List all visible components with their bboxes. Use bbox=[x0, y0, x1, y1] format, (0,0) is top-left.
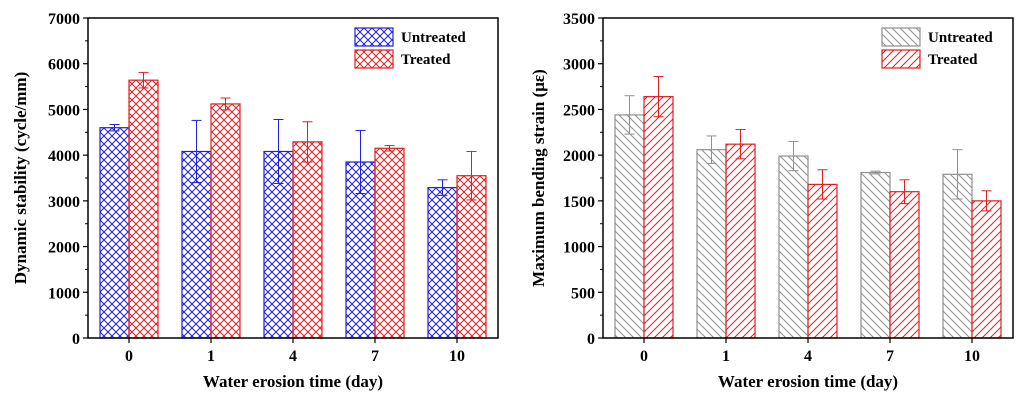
bar-untreated-1 bbox=[696, 149, 727, 339]
error-bar-untreated-4 bbox=[788, 140, 799, 172]
error-bar-untreated-4 bbox=[273, 118, 284, 184]
bar-untreated-4 bbox=[778, 155, 809, 339]
legend-swatch-treated bbox=[354, 49, 394, 69]
plot-frame bbox=[602, 17, 1014, 339]
x-tick-label: 1 bbox=[722, 348, 730, 365]
error-bar-untreated-7 bbox=[870, 170, 881, 175]
legend-swatch-untreated bbox=[354, 27, 394, 47]
bar-treated-4 bbox=[807, 183, 838, 339]
y-tick-label: 5000 bbox=[48, 102, 80, 119]
y-tick-label: 2000 bbox=[48, 240, 80, 257]
bar-treated-10 bbox=[971, 200, 1002, 339]
x-axis-title: Water erosion time (day) bbox=[718, 372, 898, 391]
error-bar-treated-4 bbox=[817, 169, 828, 200]
y-tick-label: 0 bbox=[587, 331, 595, 348]
legend: Untreated Treated bbox=[881, 27, 993, 69]
bar-treated-7 bbox=[374, 147, 405, 339]
bar-treated-0 bbox=[128, 79, 159, 339]
x-tick-label: 7 bbox=[886, 348, 894, 365]
legend-label-treated: Treated bbox=[401, 52, 451, 68]
legend-label-untreated: Untreated bbox=[928, 30, 993, 46]
x-tick-label: 4 bbox=[804, 348, 812, 365]
x-tick-label: 4 bbox=[289, 348, 297, 365]
error-bar-treated-1 bbox=[735, 129, 746, 160]
x-tick-label: 1 bbox=[207, 348, 215, 365]
y-tick-label: 1500 bbox=[563, 194, 595, 211]
error-bar-untreated-0 bbox=[109, 124, 120, 132]
x-tick-label: 0 bbox=[125, 348, 133, 365]
y-tick-label: 7000 bbox=[48, 11, 80, 28]
error-bar-untreated-1 bbox=[706, 135, 717, 164]
error-bar-treated-0 bbox=[138, 71, 149, 89]
bending-strain-chart: 0 1 4 7 10 0 500 1000 1500 2000 2500 3000 3500 Water … bbox=[529, 11, 1014, 391]
x-tick-label: 10 bbox=[964, 348, 980, 365]
y-axis-title: Maximum bending strain (με) bbox=[529, 69, 548, 287]
bar-treated-1 bbox=[210, 103, 241, 339]
error-bar-untreated-10 bbox=[437, 179, 448, 196]
x-tick-label: 0 bbox=[640, 348, 648, 365]
bar-untreated-0 bbox=[614, 114, 645, 339]
error-bar-treated-1 bbox=[220, 97, 231, 111]
y-tick-label: 1000 bbox=[563, 240, 595, 257]
bar-treated-0 bbox=[643, 96, 674, 339]
y-tick-label: 0 bbox=[72, 331, 80, 348]
error-bar-treated-10 bbox=[466, 150, 477, 201]
bar-untreated-7 bbox=[860, 171, 891, 339]
legend-label-untreated: Untreated bbox=[401, 30, 466, 46]
y-tick-label: 3000 bbox=[563, 57, 595, 74]
legend-swatch-untreated bbox=[881, 27, 921, 47]
bar-treated-7 bbox=[889, 191, 920, 339]
bar-treated-10 bbox=[456, 175, 487, 339]
y-tick-label: 6000 bbox=[48, 57, 80, 74]
bar-untreated-10 bbox=[427, 187, 458, 339]
y-tick-label: 4000 bbox=[48, 148, 80, 165]
error-bar-untreated-7 bbox=[355, 129, 366, 195]
error-bar-untreated-1 bbox=[191, 119, 202, 184]
y-tick-label: 3500 bbox=[563, 11, 595, 28]
y-axis-title: Dynamic stability (cycle/mm) bbox=[11, 72, 30, 284]
bar-untreated-0 bbox=[99, 127, 130, 339]
error-bar-treated-7 bbox=[899, 179, 910, 205]
bar-treated-4 bbox=[292, 141, 323, 339]
error-bar-treated-4 bbox=[302, 121, 313, 163]
dynamic-stability-chart: 0 1 4 7 10 0 1000 2000 3000 4000 5000 6000 7000 Water… bbox=[11, 11, 499, 391]
error-bar-untreated-10 bbox=[952, 149, 963, 200]
plot-frame bbox=[87, 17, 499, 339]
x-axis-title: Water erosion time (day) bbox=[203, 372, 383, 391]
y-tick-label: 2500 bbox=[563, 102, 595, 119]
legend-label-treated: Treated bbox=[928, 52, 978, 68]
bar-treated-1 bbox=[725, 143, 756, 339]
error-bar-untreated-0 bbox=[624, 95, 635, 135]
x-tick-label: 10 bbox=[449, 348, 465, 365]
error-bar-treated-10 bbox=[981, 190, 992, 212]
x-tick-label: 7 bbox=[371, 348, 379, 365]
error-bar-treated-0 bbox=[653, 76, 664, 118]
y-tick-label: 500 bbox=[571, 285, 595, 302]
y-tick-label: 3000 bbox=[48, 194, 80, 211]
legend: Untreated Treated bbox=[354, 27, 466, 69]
legend-swatch-treated bbox=[881, 49, 921, 69]
y-tick-label: 2000 bbox=[563, 148, 595, 165]
error-bar-treated-7 bbox=[384, 145, 395, 152]
y-tick-label: 1000 bbox=[48, 285, 80, 302]
